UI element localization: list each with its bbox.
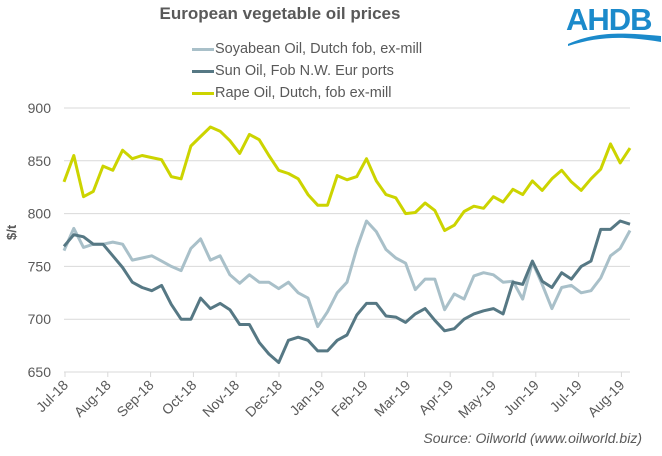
x-tick-label: Dec-18 bbox=[242, 377, 285, 420]
source-note: Source: Oilworld (www.oilworld.biz) bbox=[423, 430, 642, 446]
legend-item-soyabean: Soyabean Oil, Dutch fob, ex-mill bbox=[192, 38, 422, 60]
y-tick-label: 900 bbox=[28, 100, 52, 116]
legend-label-sun: Sun Oil, Fob N.W. Eur ports bbox=[215, 63, 394, 79]
y-tick-label: 750 bbox=[28, 258, 52, 274]
x-tick-label: Jun-19 bbox=[500, 377, 542, 419]
x-tick-label: Feb-19 bbox=[328, 377, 371, 420]
ahdb-logo: AHDB bbox=[560, 2, 662, 46]
x-tick-label: Mar-19 bbox=[371, 377, 414, 420]
series-line-soyabean bbox=[62, 219, 632, 329]
x-tick-label: Apr-19 bbox=[415, 377, 456, 418]
series-line-rape bbox=[62, 125, 632, 232]
logo-text: AHDB bbox=[566, 2, 653, 37]
x-tick-label: Aug-18 bbox=[71, 377, 114, 420]
legend-swatch-rape bbox=[192, 91, 214, 95]
legend-swatch-soyabean bbox=[192, 47, 214, 51]
y-tick-label: 700 bbox=[28, 311, 52, 327]
x-tick-label: Oct-18 bbox=[158, 377, 199, 418]
x-tick-label: May-19 bbox=[455, 377, 499, 421]
legend-label-soyabean: Soyabean Oil, Dutch fob, ex-mill bbox=[215, 41, 423, 57]
y-tick-label: 850 bbox=[28, 153, 52, 169]
x-tick-label: Jul-19 bbox=[546, 377, 584, 415]
series-line-sun bbox=[62, 219, 631, 364]
y-tick-label: 650 bbox=[28, 364, 52, 380]
x-tick-label: Nov-18 bbox=[199, 377, 242, 420]
legend-item-rape: Rape Oil, Dutch, fob ex-mill bbox=[192, 82, 422, 104]
x-tick-label: Jul-18 bbox=[33, 377, 71, 415]
legend: Soyabean Oil, Dutch fob, ex-mill Sun Oil… bbox=[192, 38, 422, 104]
logo-wave-icon bbox=[568, 33, 661, 46]
x-tick-label: Aug-19 bbox=[584, 377, 627, 420]
chart-title: European vegetable oil prices bbox=[159, 4, 401, 23]
legend-label-rape: Rape Oil, Dutch, fob ex-mill bbox=[215, 85, 392, 101]
x-tick-label: Jan-19 bbox=[286, 377, 328, 419]
x-tick-label: Sep-18 bbox=[113, 377, 156, 420]
legend-item-sun: Sun Oil, Fob N.W. Eur ports bbox=[192, 60, 422, 82]
y-tick-label: 800 bbox=[28, 206, 52, 222]
legend-swatch-sun bbox=[192, 69, 214, 73]
